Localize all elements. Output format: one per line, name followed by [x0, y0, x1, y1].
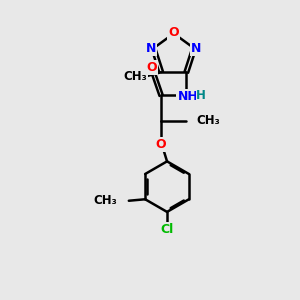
Text: H: H: [196, 89, 206, 102]
Text: O: O: [169, 26, 179, 38]
Text: NH: NH: [178, 90, 198, 104]
Text: N: N: [191, 42, 202, 55]
Text: N: N: [146, 42, 156, 55]
Text: CH₃: CH₃: [94, 194, 118, 207]
Text: CH₃: CH₃: [124, 70, 147, 83]
Text: CH₃: CH₃: [197, 114, 220, 127]
Text: Cl: Cl: [160, 223, 174, 236]
Text: O: O: [156, 138, 167, 151]
Text: O: O: [147, 61, 158, 74]
